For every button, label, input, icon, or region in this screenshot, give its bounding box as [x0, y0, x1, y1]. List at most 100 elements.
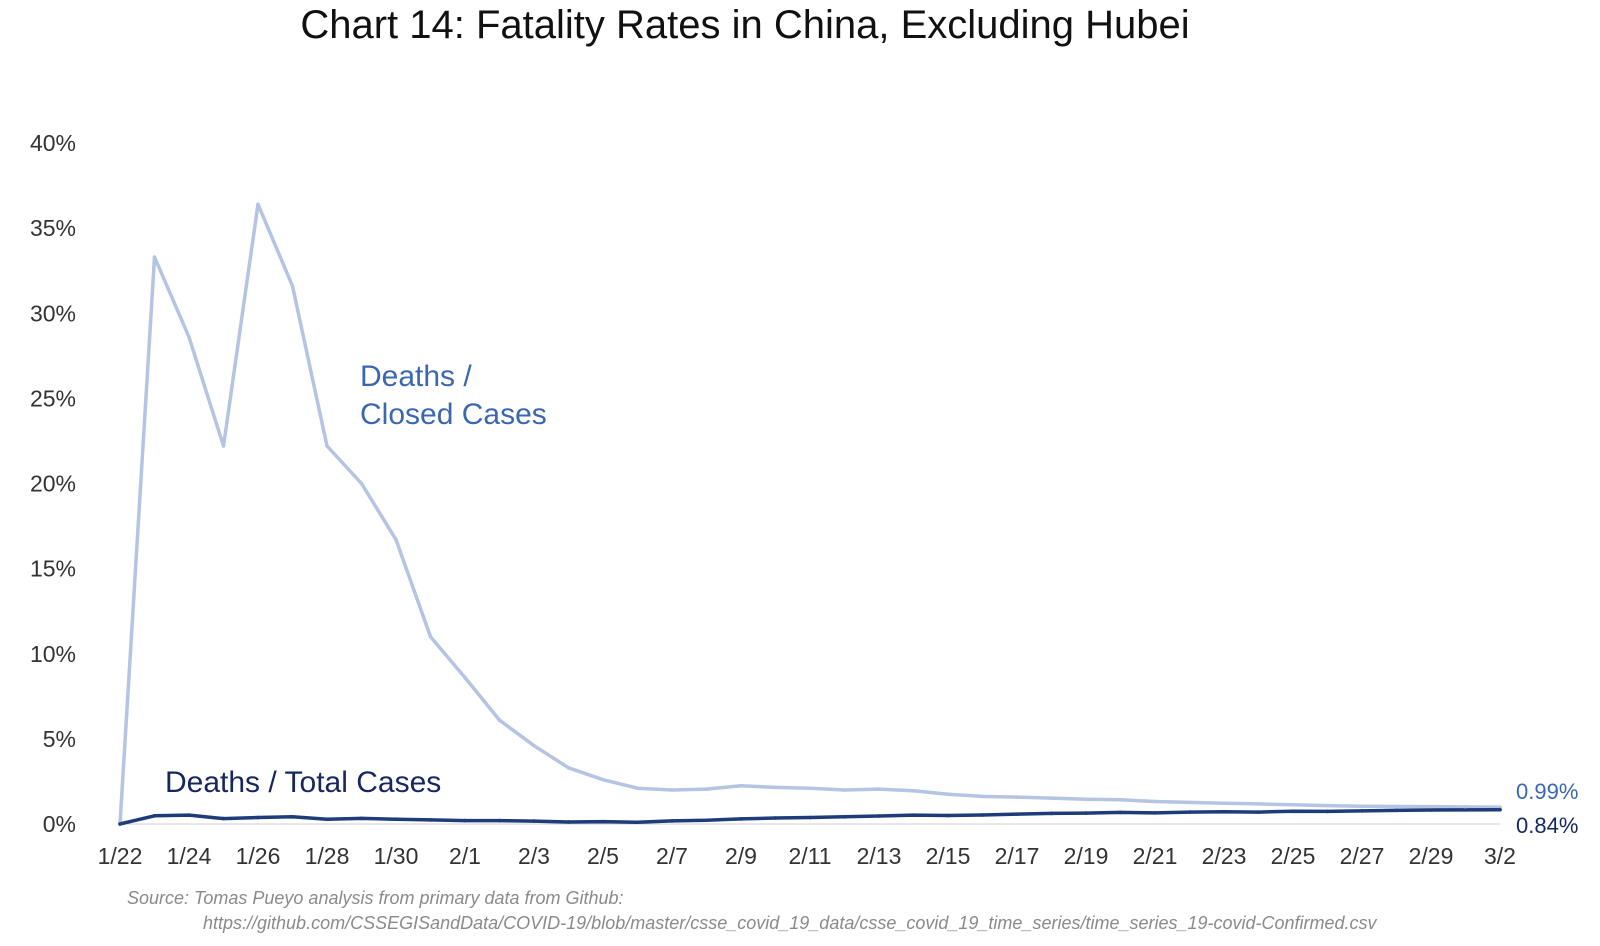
x-tick-label: 2/27: [1340, 843, 1385, 869]
data-point: [739, 783, 743, 788]
data-point: [808, 815, 812, 820]
data-point: [532, 743, 536, 748]
data-point: [1394, 808, 1399, 813]
data-point: [911, 813, 916, 817]
end-label-closed-cases: 0.99%: [1516, 779, 1578, 804]
source-note-line1: Source: Tomas Pueyo analysis from primar…: [127, 888, 624, 908]
data-point: [808, 786, 812, 791]
data-point: [1256, 802, 1261, 806]
source-note-line2: https://github.com/CSSEGISandData/COVID-…: [203, 913, 1378, 933]
data-point: [428, 818, 433, 822]
y-tick-label: 25%: [30, 385, 76, 411]
data-point: [256, 815, 260, 820]
data-point: [635, 786, 640, 791]
data-point: [1153, 799, 1157, 804]
series-points-deaths-total-cases: [118, 807, 1502, 826]
data-point: [463, 818, 467, 823]
x-tick-label: 2/5: [587, 843, 619, 869]
y-tick-label: 10%: [30, 641, 76, 667]
x-tick-label: 2/21: [1133, 843, 1178, 869]
data-point: [1049, 811, 1054, 816]
data-point: [1187, 810, 1192, 814]
data-point: [842, 788, 847, 792]
data-point: [221, 816, 226, 821]
x-tick-label: 2/11: [788, 843, 831, 869]
chart-title: Chart 14: Fatality Rates in China, Exclu…: [300, 3, 1189, 47]
x-tick-label: 2/29: [1409, 843, 1454, 869]
data-point: [1153, 811, 1157, 815]
y-tick-label: 30%: [30, 300, 76, 326]
data-point: [946, 813, 950, 818]
x-tick-label: 1/24: [167, 843, 212, 869]
data-point: [1325, 803, 1330, 808]
data-point: [497, 718, 502, 722]
x-tick-label: 1/28: [305, 843, 350, 869]
data-point: [670, 788, 674, 792]
data-point: [1187, 800, 1192, 805]
data-point: [877, 814, 881, 818]
data-point: [635, 820, 640, 825]
data-point: [359, 816, 364, 821]
y-tick-label: 0%: [43, 811, 76, 837]
data-point: [980, 813, 985, 817]
x-tick-label: 1/30: [374, 843, 419, 869]
data-point: [1429, 804, 1433, 809]
x-tick-label: 3/2: [1484, 843, 1516, 869]
data-point: [359, 481, 364, 486]
data-point: [1463, 805, 1468, 809]
data-point: [1360, 809, 1364, 813]
data-point: [532, 819, 536, 823]
data-point: [463, 675, 467, 680]
x-tick-label: 2/7: [656, 843, 688, 869]
data-point: [290, 815, 295, 819]
x-tick-label: 2/9: [725, 843, 757, 869]
data-point: [290, 284, 295, 288]
data-point: [1256, 810, 1261, 814]
data-point: [187, 335, 191, 339]
data-point: [1222, 809, 1226, 814]
data-point: [1291, 809, 1295, 814]
x-tick-label: 2/3: [518, 843, 550, 869]
data-point: [1049, 796, 1054, 800]
data-point: [1015, 812, 1019, 816]
data-point: [497, 818, 502, 823]
data-point: [1015, 795, 1019, 799]
data-point: [152, 814, 157, 818]
data-point: [842, 815, 847, 819]
data-point: [773, 816, 778, 820]
series-label-closed-cases-line1: Deaths /: [360, 360, 472, 393]
series-label-total-cases: Deaths / Total Cases: [165, 766, 441, 799]
data-point: [1429, 808, 1433, 812]
x-tick-label: 2/1: [449, 843, 481, 869]
data-point: [1498, 807, 1502, 812]
data-point: [1084, 797, 1088, 802]
series-points-deaths-closed-cases: [118, 202, 1502, 826]
data-point: [394, 537, 398, 542]
data-point: [1118, 798, 1123, 802]
end-label-total-cases: 0.84%: [1516, 813, 1578, 838]
data-point: [1463, 808, 1468, 812]
x-tick-label: 2/25: [1271, 843, 1316, 869]
data-point: [428, 634, 433, 639]
data-point: [325, 817, 329, 822]
y-tick-label: 15%: [30, 556, 76, 582]
x-axis: 1/22 1/24 1/26 1/28 1/30 2/1 2/3 2/5 2/7 2/9 2/11 2…: [98, 843, 1516, 869]
y-tick-label: 20%: [30, 471, 76, 497]
data-point: [256, 202, 260, 207]
x-tick-label: 2/23: [1202, 843, 1247, 869]
data-point: [601, 777, 605, 782]
data-point: [1118, 810, 1123, 815]
data-point: [773, 785, 778, 790]
data-point: [118, 822, 122, 826]
data-point: [1394, 804, 1399, 809]
data-point: [1291, 802, 1295, 807]
data-point: [566, 820, 571, 824]
data-point: [704, 787, 709, 791]
y-tick-label: 35%: [30, 215, 76, 241]
x-tick-label: 2/15: [926, 843, 971, 869]
x-tick-label: 1/22: [98, 843, 143, 869]
x-tick-label: 2/13: [857, 843, 902, 869]
data-point: [152, 255, 157, 259]
data-point: [1325, 809, 1330, 814]
data-point: [221, 444, 226, 448]
